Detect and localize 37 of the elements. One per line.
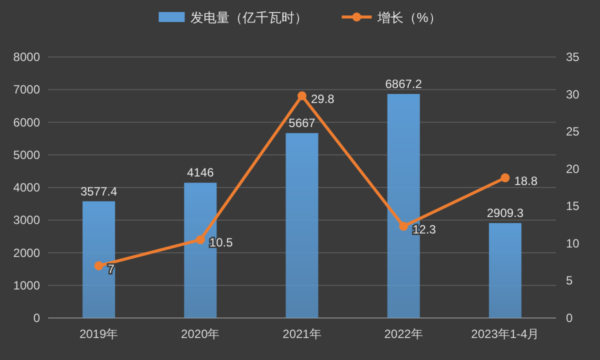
x-tick-label: 2020年 [181, 327, 220, 341]
data-label: 3577.4 [80, 184, 118, 198]
y-tick-label: 3000 [13, 213, 40, 228]
y-tick-label: 6000 [13, 115, 40, 130]
x-tick-label: 2022年 [384, 327, 423, 341]
y2-tick-label: 25 [566, 124, 580, 139]
point [399, 222, 408, 231]
y2-tick-label: 0 [566, 311, 573, 325]
point [94, 261, 104, 270]
y-tick-label: 7000 [13, 82, 40, 97]
y2-tick-label: 30 [566, 87, 580, 102]
y2-tick-label: 10 [566, 236, 580, 250]
y2-tick-label: 35 [566, 50, 580, 64]
x-tick-label: 2019年 [79, 327, 118, 341]
y-tick-label: 1000 [13, 278, 40, 292]
y2-tick-label: 5 [566, 274, 573, 288]
x-tick-label: 2021年 [282, 327, 322, 341]
data-label: 18.8 [514, 174, 538, 188]
y2-tick-label: 20 [566, 162, 580, 176]
point [298, 91, 306, 100]
point [196, 235, 205, 244]
y2-tick-label: 15 [566, 199, 580, 214]
data-label: 6867.2 [385, 76, 422, 91]
data-label: 2909.3 [486, 206, 524, 220]
point [500, 173, 510, 182]
data-label: 7 [108, 262, 115, 276]
legend-label: 增长（%） [376, 10, 442, 25]
legend-label: 发电量（亿千瓦时） [190, 10, 308, 25]
y-tick-label: 2000 [13, 246, 40, 260]
data-label: 4146 [187, 166, 214, 180]
y-tick-label: 8000 [13, 50, 40, 64]
y-tick-label: 4000 [13, 180, 40, 194]
y-tick-label: 5000 [13, 148, 40, 162]
x-tick-label: 2023年1-4月 [471, 327, 540, 341]
data-label: 29.8 [311, 92, 335, 106]
y-tick-label: 0 [33, 311, 40, 325]
data-label: 5667 [288, 116, 316, 130]
